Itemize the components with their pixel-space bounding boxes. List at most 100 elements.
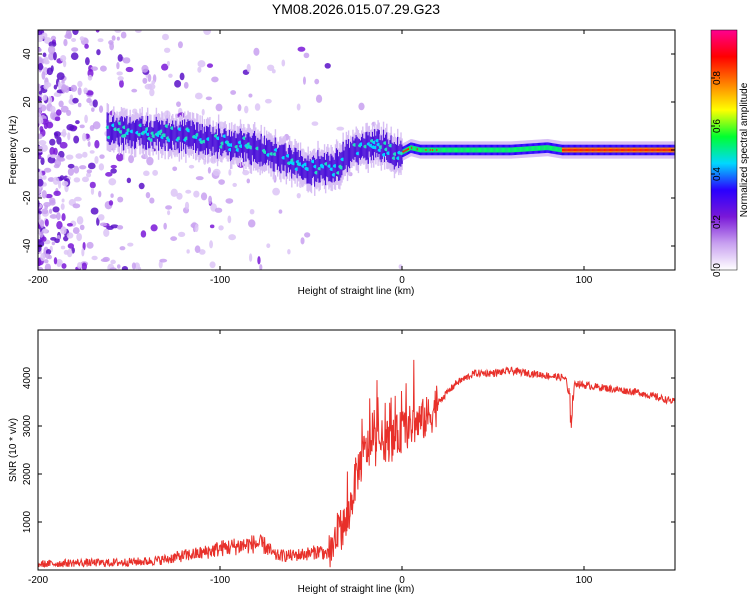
ridge-band	[390, 135, 392, 164]
ridge-max	[568, 149, 570, 151]
noise-blob	[49, 138, 56, 146]
ridge-max	[580, 149, 582, 151]
ridge-core	[460, 147, 462, 153]
noise-blob	[53, 257, 58, 265]
noise-blob	[185, 189, 192, 194]
spectrogram-x-tick-label: -100	[210, 275, 230, 286]
noise-blob	[45, 253, 50, 260]
noise-blob	[127, 242, 134, 247]
ridge-max	[583, 149, 586, 151]
noise-blob	[147, 73, 152, 83]
ridge-band	[168, 123, 171, 149]
ridge-max	[561, 149, 564, 151]
noise-blob	[66, 248, 73, 258]
noise-blob	[52, 206, 60, 213]
ridge-band	[399, 144, 401, 166]
snr-x-tick-label: -200	[28, 575, 48, 586]
ridge-core	[517, 147, 519, 153]
noise-blob	[55, 109, 62, 116]
noise-blob	[108, 178, 117, 186]
noise-blob	[38, 30, 42, 36]
colorbar-gradient	[710, 29, 738, 271]
noise-blob	[60, 54, 67, 62]
ridge-core	[485, 147, 487, 153]
ridge-core	[487, 147, 490, 153]
ridge-band	[138, 120, 140, 140]
ridge-core	[496, 147, 498, 153]
snr-x-tick-label: 0	[399, 575, 405, 586]
ridge-max	[577, 149, 579, 151]
ridge-max	[608, 149, 611, 151]
ridge-core	[525, 146, 528, 152]
ridge-band	[362, 133, 364, 157]
noise-blob	[117, 76, 124, 81]
noise-blob	[85, 172, 92, 178]
ridge-band	[328, 155, 330, 182]
ridge-max	[405, 149, 408, 152]
ridge-core	[451, 147, 454, 153]
ridge-core	[438, 147, 440, 153]
ridge-core	[514, 147, 517, 153]
ridge-core	[473, 147, 475, 153]
ridge-core	[427, 147, 430, 153]
ridge-core	[488, 147, 491, 153]
ridge-core	[472, 147, 474, 153]
ridge-max	[654, 149, 657, 151]
noise-blob	[86, 241, 94, 249]
noise-blob	[75, 120, 80, 125]
noise-blob	[122, 57, 131, 64]
ridge-max	[606, 149, 609, 151]
noise-blob	[161, 63, 169, 71]
noise-blob	[151, 80, 156, 85]
ridge-core	[510, 147, 512, 153]
ridge-band	[385, 134, 387, 156]
ridge-core	[500, 147, 503, 153]
noise-blob	[39, 231, 44, 238]
ridge-core	[553, 146, 555, 152]
ridge-band	[175, 120, 177, 143]
ridge-max	[636, 149, 638, 151]
ridge-max	[638, 149, 640, 151]
ridge-max	[624, 149, 626, 151]
ridge-core	[557, 146, 559, 152]
noise-blob	[66, 222, 73, 227]
ridge-core	[511, 147, 514, 153]
noise-blob	[66, 109, 72, 117]
noise-blob	[142, 77, 148, 84]
noise-blob	[56, 212, 61, 221]
ridge-max	[632, 149, 635, 151]
ridge-band	[214, 132, 217, 153]
noise-blob	[42, 52, 47, 58]
noise-blob	[81, 262, 88, 270]
noise-blob	[108, 40, 114, 45]
noise-blob	[70, 84, 78, 92]
ridge-band	[324, 159, 327, 186]
ridge-band	[363, 138, 365, 159]
noise-blob	[56, 72, 65, 80]
ridge-band	[265, 138, 268, 163]
noise-blob	[38, 133, 43, 140]
ridge-band	[298, 156, 301, 176]
noise-blob	[50, 65, 54, 72]
ridge-band	[244, 133, 246, 153]
noise-blob	[100, 65, 107, 72]
ridge-max	[625, 149, 627, 151]
ridge-band	[250, 138, 253, 166]
ridge-core	[450, 147, 452, 153]
ridge-band	[279, 145, 281, 172]
noise-blob	[128, 154, 135, 164]
noise-blob	[42, 175, 47, 180]
ridge-core	[430, 147, 433, 153]
ridge-core	[421, 147, 423, 153]
noise-blob	[61, 180, 69, 187]
ridge-band	[173, 124, 175, 145]
ridge-band	[308, 161, 310, 184]
noise-blob	[48, 41, 57, 48]
noise-blob	[77, 87, 82, 96]
noise-blob	[38, 155, 42, 160]
ridge-max	[431, 149, 434, 151]
noise-blob	[50, 154, 57, 159]
ridge-core	[528, 146, 530, 152]
ridge-band	[264, 145, 267, 165]
